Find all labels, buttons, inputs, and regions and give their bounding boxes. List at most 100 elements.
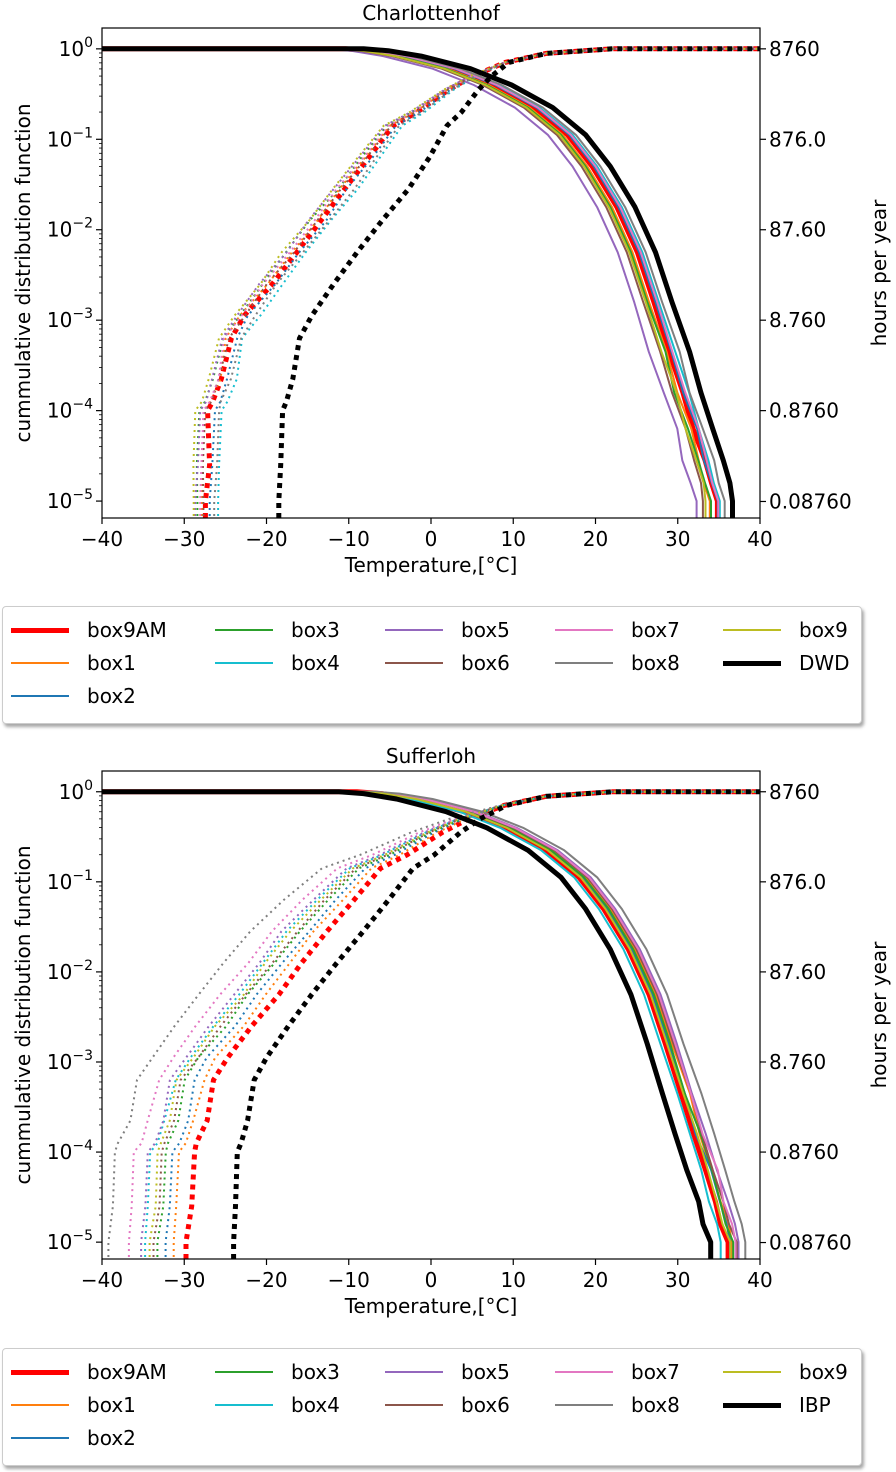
legend-label: IBP — [799, 1393, 831, 1417]
exceedance-line-IBP — [102, 789, 714, 1259]
legend-item-IBP: IBP — [723, 1390, 831, 1420]
legend-item-DWD: DWD — [723, 648, 850, 678]
exceedance-line-box1 — [102, 790, 733, 1259]
y-axis-label: cummulative distribution function — [11, 103, 35, 442]
cdf-line-box9AM — [202, 46, 760, 518]
legend-swatch — [385, 1404, 443, 1406]
legend-label: box4 — [291, 1393, 340, 1417]
legend-swatch — [555, 629, 613, 631]
legend-item-box3: box3 — [215, 615, 340, 645]
legend-swatch — [723, 660, 781, 666]
y-tick-label: 10−1 — [47, 868, 93, 894]
cdf-line-DWD — [276, 46, 760, 518]
legend-label: box5 — [461, 618, 510, 642]
exceedance-line-box8 — [102, 790, 747, 1259]
x-tick-label: 30 — [665, 527, 690, 551]
exceedance-line-box6 — [102, 790, 738, 1259]
x-tick-label: 40 — [747, 1268, 772, 1292]
legend-item-box4: box4 — [215, 1390, 340, 1420]
legend-swatch — [723, 1402, 781, 1408]
legend-swatch — [11, 1437, 69, 1439]
legend-item-box3: box3 — [215, 1357, 340, 1387]
legend-item-box7: box7 — [555, 1357, 680, 1387]
x-tick-label: −10 — [328, 1268, 370, 1292]
x-tick-label: −20 — [245, 527, 287, 551]
cdf-line-box7 — [127, 790, 760, 1259]
legend-item-box9: box9 — [723, 615, 848, 645]
cdf-line-IBP — [231, 789, 760, 1259]
y2-tick-label: 8760 — [769, 780, 820, 804]
x-axis-label: Temperature,[°C] — [344, 553, 518, 577]
x-tick-label: 0 — [425, 1268, 438, 1292]
cdf-line-box1 — [172, 790, 760, 1259]
exceedance-line-box5 — [102, 790, 740, 1259]
plot-area — [102, 46, 760, 518]
exceedance-line-box9AM — [102, 46, 720, 518]
legend-label: box3 — [291, 618, 340, 642]
legend-item-box9: box9 — [723, 1357, 848, 1387]
y2-tick-label: 0.8760 — [769, 1140, 839, 1164]
y2-tick-label: 8760 — [769, 37, 820, 61]
y2-tick-label: 8.760 — [769, 308, 826, 332]
legend-swatch — [723, 1371, 781, 1373]
legend-label: box9AM — [87, 1360, 167, 1384]
legend-item-box7: box7 — [555, 615, 680, 645]
legend-label: box8 — [631, 1393, 680, 1417]
y2-tick-label: 0.08760 — [769, 489, 852, 513]
y-tick-label: 100 — [59, 778, 93, 804]
legend-swatch — [215, 662, 273, 664]
x-tick-label: 30 — [665, 1268, 690, 1292]
exceedance-line-box7 — [102, 47, 720, 518]
legend-label: box4 — [291, 651, 340, 675]
exceedance-line-box9 — [102, 47, 707, 518]
legend-label: box9 — [799, 618, 848, 642]
legend-swatch — [11, 1369, 69, 1375]
legend-label: box1 — [87, 651, 136, 675]
exceedance-line-box9 — [102, 790, 732, 1259]
legend-swatch — [385, 662, 443, 664]
chart-1: −40 −30 −20 −10 0 10 20 30 40 10−5 10−4 10−3 10−2 10−… — [11, 1, 891, 577]
legend-item-box6: box6 — [385, 1390, 510, 1420]
exceedance-line-DWD — [102, 46, 735, 518]
legend-swatch — [723, 629, 781, 631]
exceedance-line-box1 — [102, 47, 711, 518]
legend-item-box2: box2 — [11, 681, 136, 711]
legend-label: box5 — [461, 1360, 510, 1384]
cdf-line-box9 — [192, 47, 760, 518]
y-tick-label: 10−1 — [47, 125, 93, 151]
y2-axis-label: hours per year — [867, 941, 891, 1089]
legend-item-box1: box1 — [11, 648, 136, 678]
legend-label: DWD — [799, 651, 850, 675]
cdf-line-box5 — [194, 47, 760, 518]
legend-item-box5: box5 — [385, 1357, 510, 1387]
legend-swatch — [555, 1404, 613, 1406]
legend-swatch — [385, 1371, 443, 1373]
legend-swatch — [555, 1371, 613, 1373]
chart-title: Sufferloh — [386, 744, 476, 768]
chart-title: Charlottenhof — [362, 1, 500, 25]
y2-tick-label: 0.08760 — [769, 1231, 852, 1255]
legend-swatch — [555, 662, 613, 664]
exceedance-line-box4 — [102, 790, 722, 1259]
y2-tick-label: 87.60 — [769, 960, 826, 984]
cdf-line-box6 — [152, 790, 760, 1259]
legend-swatch — [215, 629, 273, 631]
cdf-line-box9AM — [183, 789, 760, 1259]
legend-item-box8: box8 — [555, 1390, 680, 1420]
legend-label: box2 — [87, 1426, 136, 1450]
y-tick-label: 10−5 — [47, 487, 93, 513]
cdf-line-box8 — [107, 790, 760, 1259]
legend-label: box7 — [631, 1360, 680, 1384]
y-tick-label: 10−3 — [47, 1048, 93, 1074]
x-tick-label: 20 — [583, 527, 608, 551]
x-tick-label: −40 — [81, 527, 123, 551]
exceedance-line-box7 — [102, 790, 737, 1259]
legend-swatch — [11, 1404, 69, 1406]
cdf-line-box4 — [144, 790, 760, 1259]
legend-swatch — [215, 1371, 273, 1373]
cdf-line-box5 — [140, 790, 760, 1259]
cdf-line-box8 — [213, 47, 760, 518]
legend-item-box8: box8 — [555, 648, 680, 678]
legend-swatch — [215, 1404, 273, 1406]
legend-swatch — [11, 695, 69, 697]
